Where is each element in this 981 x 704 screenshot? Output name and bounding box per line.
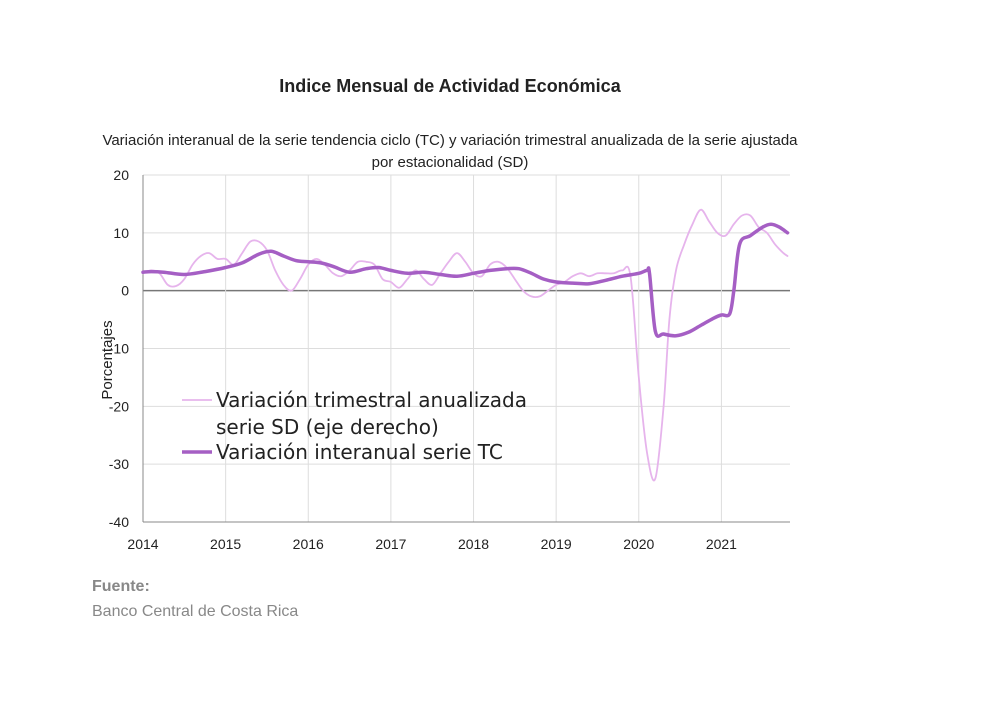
source-label: Fuente:: [92, 578, 150, 595]
chart-title: Indice Mensual de Actividad Económica: [279, 76, 621, 96]
y-tick-label: 0: [121, 283, 129, 299]
series-line-tc: [141, 222, 790, 339]
x-axis-ticks: 2014 2015 2016 2017 2018 2019 2020 2021: [127, 536, 737, 552]
axes: [142, 175, 790, 523]
x-tick-label: 2018: [458, 536, 489, 552]
y-axis-label: Porcentajes: [99, 320, 116, 399]
y-tick-label: -40: [109, 514, 129, 530]
x-tick-label: 2014: [127, 536, 158, 552]
chart-subtitle: Variación interanual de la serie tendenc…: [102, 132, 798, 171]
legend-label-sd-line2: serie SD (eje derecho): [216, 415, 439, 439]
x-tick-label: 2019: [541, 536, 572, 552]
legend-label-tc: Variación interanual serie TC: [216, 440, 503, 464]
x-tick-label: 2015: [210, 536, 241, 552]
source-text: Banco Central de Costa Rica: [92, 603, 299, 620]
legend-label-sd-line1: Variación trimestral anualizada: [216, 388, 527, 412]
x-tick-label: 2017: [375, 536, 406, 552]
x-tick-label: 2020: [623, 536, 654, 552]
legend: Variación trimestral anualizada serie SD…: [182, 388, 527, 464]
grid-lines: [142, 174, 790, 523]
x-tick-label: 2021: [706, 536, 737, 552]
series-lines: [141, 208, 790, 482]
y-tick-label: 10: [113, 225, 129, 241]
y-tick-label: 20: [113, 167, 129, 183]
y-axis-ticks: 20 10 0 -10 -20 -30 -40: [109, 167, 129, 530]
y-tick-label: -10: [109, 341, 129, 357]
y-tick-label: -30: [109, 456, 129, 472]
x-tick-label: 2016: [293, 536, 324, 552]
y-tick-label: -20: [109, 398, 129, 414]
